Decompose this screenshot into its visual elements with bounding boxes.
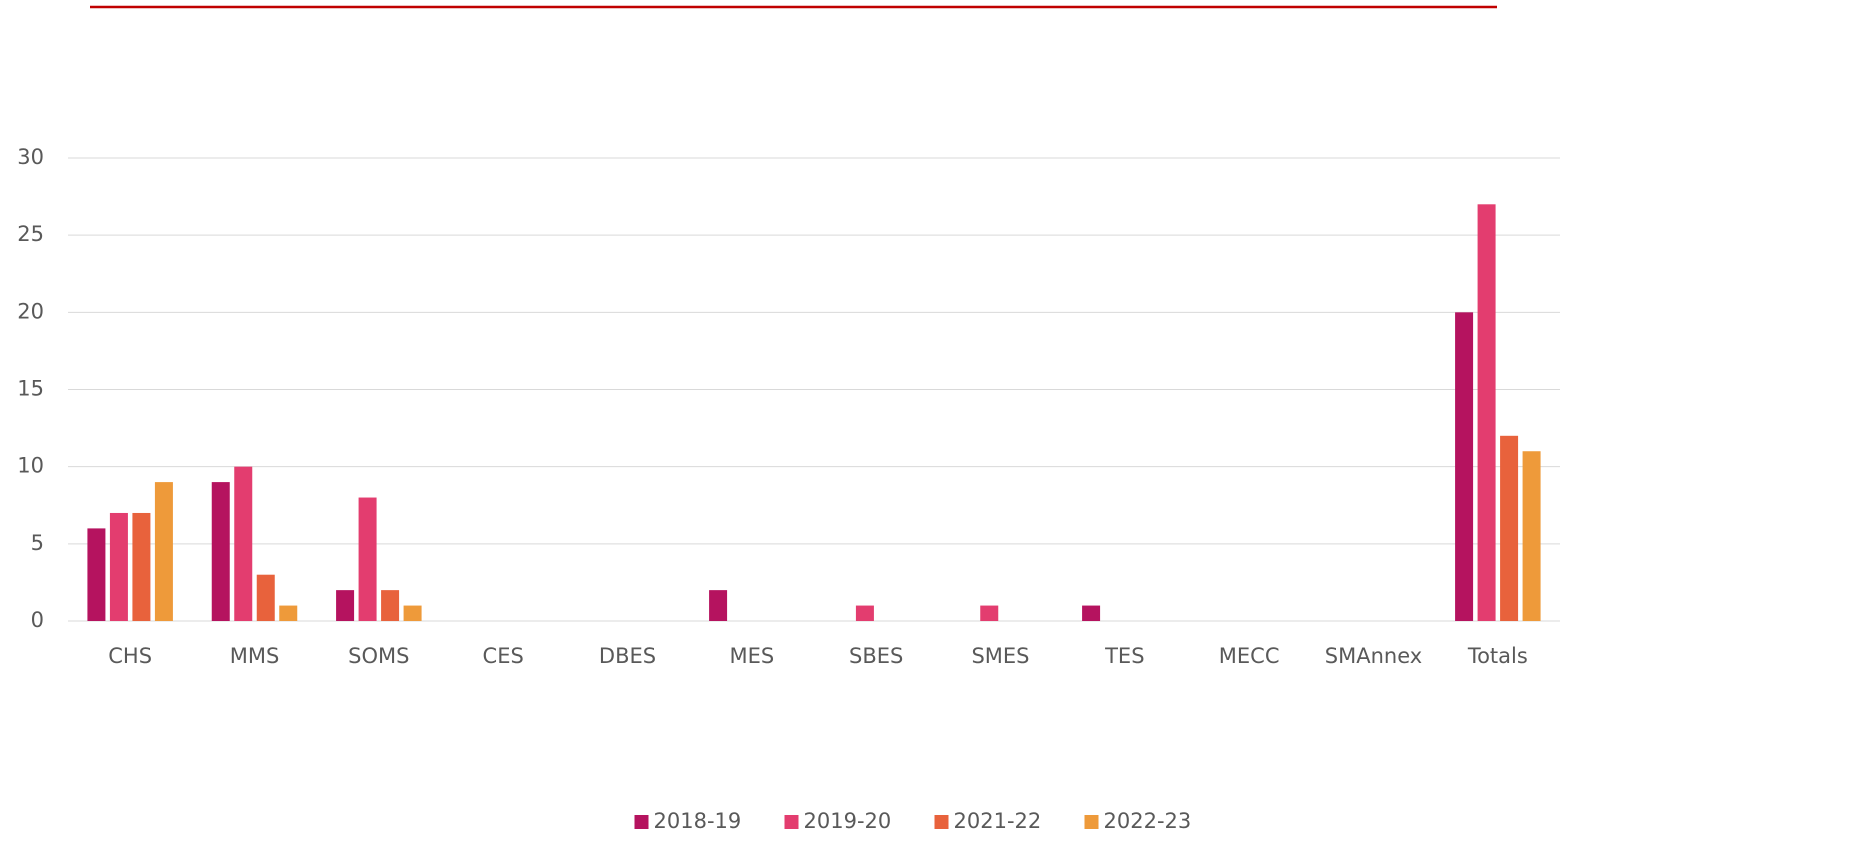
x-tick-label: MECC (1219, 644, 1280, 668)
bar (358, 497, 377, 621)
bar (132, 512, 151, 621)
bar (403, 605, 422, 621)
bar (234, 466, 253, 621)
legend-swatch (1084, 815, 1099, 829)
bar (87, 528, 106, 621)
bar (1500, 435, 1519, 621)
legend-swatch (784, 815, 799, 829)
y-tick-label: 10 (17, 454, 44, 478)
bar (1522, 451, 1541, 621)
bar (109, 512, 128, 621)
legend-swatch (934, 815, 949, 829)
bar (256, 574, 275, 621)
x-tick-label: SMAnnex (1325, 644, 1422, 668)
x-tick-label: SBES (849, 644, 903, 668)
bar (1082, 605, 1101, 621)
legend-label: 2019-20 (804, 809, 892, 833)
bar (1455, 312, 1474, 621)
bar (211, 482, 230, 621)
x-tick-label: Totals (1467, 644, 1528, 668)
bar (1477, 204, 1496, 622)
bar (980, 605, 999, 621)
y-tick-label: 20 (17, 299, 44, 323)
bar (709, 590, 728, 621)
x-tick-label: MES (729, 644, 774, 668)
bar (279, 605, 298, 621)
bar (154, 482, 173, 621)
legend-label: 2018-19 (654, 809, 742, 833)
legend-swatch (634, 815, 649, 829)
legend-label: 2021-22 (954, 809, 1042, 833)
y-tick-label: 0 (31, 608, 44, 632)
bar (381, 590, 400, 621)
x-tick-label: MMS (230, 644, 280, 668)
y-tick-label: 25 (17, 222, 44, 246)
y-tick-label: 30 (17, 145, 44, 169)
x-tick-label: SOMS (348, 644, 409, 668)
bar (855, 605, 874, 621)
bar (336, 590, 355, 621)
y-tick-label: 15 (17, 377, 44, 401)
x-tick-label: TES (1104, 644, 1144, 668)
y-tick-label: 5 (31, 531, 44, 555)
x-tick-label: SMES (971, 644, 1029, 668)
legend-label: 2022-23 (1104, 809, 1192, 833)
x-tick-label: CHS (108, 644, 152, 668)
x-tick-label: CES (483, 644, 524, 668)
x-tick-label: DBES (599, 644, 656, 668)
